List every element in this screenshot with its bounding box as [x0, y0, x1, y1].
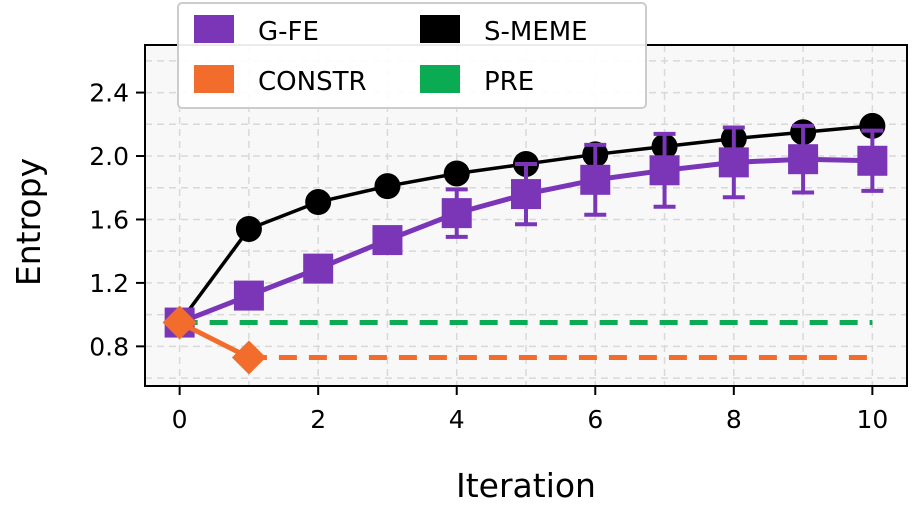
gfe-point [580, 164, 611, 195]
gfe-point [718, 147, 749, 178]
constr-line [178, 320, 251, 360]
constr-point [231, 340, 266, 375]
gfe-point [788, 144, 819, 175]
x-tick-label: 8 [726, 405, 742, 434]
x-axis-ticks: 0 2 4 6 8 10 [172, 386, 888, 434]
legend-box [177, 2, 647, 109]
x-tick-label: 4 [449, 405, 465, 434]
y-axis-ticks: 0.8 1.2 1.6 2.0 2.4 [89, 79, 145, 361]
legend-label-smeme: S-MEME [484, 17, 588, 47]
gfe-point [303, 253, 334, 284]
smeme-point [443, 160, 470, 187]
x-tick-label: 0 [172, 405, 188, 434]
smeme-point [305, 189, 332, 216]
x-tick-label: 10 [856, 405, 888, 434]
legend-swatch-gfe [194, 15, 234, 43]
y-tick-label: 0.8 [89, 332, 129, 361]
constr-point [162, 305, 197, 340]
legend: G-FE S-MEME CONSTR PRE [177, 2, 647, 109]
smeme-point [235, 215, 262, 242]
legend-swatch-pre [420, 65, 460, 93]
x-axis-label: Iteration [456, 466, 596, 505]
legend-swatch-smeme [420, 15, 460, 43]
legend-swatch-constr [194, 65, 234, 93]
y-tick-label: 1.2 [89, 269, 129, 298]
y-tick-label: 2.0 [89, 142, 129, 171]
gfe-point [372, 225, 403, 256]
gfe-point [857, 145, 888, 176]
series-layer [162, 112, 888, 375]
x-tick-label: 6 [587, 405, 603, 434]
legend-label-gfe: G-FE [258, 17, 319, 47]
legend-label-pre: PRE [484, 67, 534, 97]
gfe-point [649, 155, 680, 186]
gfe-point [233, 280, 264, 311]
gfe-point [441, 198, 472, 229]
y-axis-label: Entropy [9, 158, 48, 286]
smeme-point [374, 173, 401, 200]
gfe-point [511, 179, 541, 210]
x-tick-label: 2 [310, 405, 326, 434]
y-tick-label: 2.4 [89, 79, 129, 108]
legend-label-constr: CONSTR [258, 67, 367, 97]
y-tick-label: 1.6 [89, 205, 129, 234]
